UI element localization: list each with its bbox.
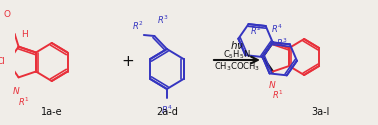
Text: H: H	[22, 30, 28, 39]
Text: $R^1$: $R^1$	[272, 88, 284, 101]
Text: $R^2$: $R^2$	[132, 20, 144, 32]
Text: 2a-d: 2a-d	[156, 107, 178, 117]
Text: 3a-l: 3a-l	[311, 107, 330, 117]
Text: Cl: Cl	[0, 58, 5, 66]
Text: $N$: $N$	[12, 85, 21, 96]
Text: $R^3$: $R^3$	[157, 14, 169, 26]
Text: $R^2$: $R^2$	[250, 25, 262, 37]
Text: $R^1$: $R^1$	[18, 95, 29, 108]
Text: $R^4$: $R^4$	[161, 104, 173, 116]
Text: C$_5$H$_5$N: C$_5$H$_5$N	[223, 49, 251, 61]
Text: $N$: $N$	[268, 78, 277, 90]
Text: $R^3$: $R^3$	[276, 36, 288, 49]
Text: $h\nu$: $h\nu$	[230, 39, 244, 51]
Text: $R^4$: $R^4$	[271, 23, 282, 36]
Text: +: +	[121, 54, 134, 70]
Text: O: O	[3, 10, 11, 19]
Text: 1a-e: 1a-e	[41, 107, 62, 117]
Text: CH$_3$COCH$_3$: CH$_3$COCH$_3$	[214, 61, 260, 73]
